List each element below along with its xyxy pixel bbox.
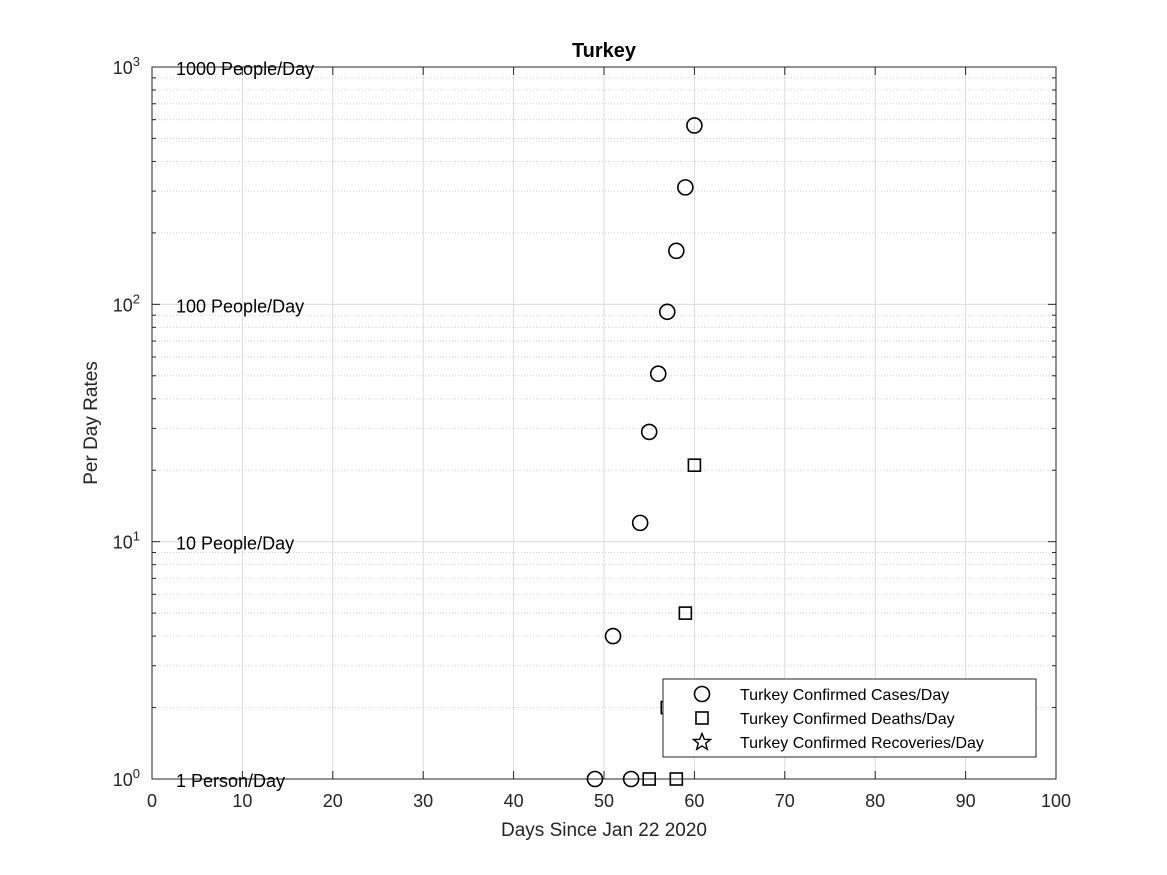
- data-point-cases: [640, 423, 658, 441]
- reference-label: 1000 People/Day: [176, 59, 314, 79]
- data-point-cases: [686, 117, 703, 134]
- legend-box: [662, 678, 1037, 758]
- y-tick-label: 100: [113, 766, 140, 790]
- legend-entry-cases: Turkey Confirmed Cases/Day: [740, 687, 949, 704]
- x-tick-label: 70: [775, 791, 795, 811]
- y-tick-label: 103: [113, 54, 140, 78]
- x-tick-label: 20: [323, 791, 343, 811]
- y-tick-label: 101: [113, 529, 140, 553]
- x-tick-label: 30: [413, 791, 433, 811]
- legend-marker-star-icon: [691, 731, 713, 751]
- legend: Turkey Confirmed Cases/Day Turkey Confir…: [662, 678, 1037, 758]
- x-tick-label: 90: [956, 791, 976, 811]
- x-tick-label: 60: [684, 791, 704, 811]
- data-point-deaths: [642, 772, 657, 786]
- reference-label: 100 People/Day: [176, 296, 304, 316]
- x-tick-label: 10: [232, 791, 252, 811]
- data-point-deaths: [687, 458, 702, 472]
- y-tick-label: 102: [113, 291, 140, 315]
- reference-label: 1 Person/Day: [176, 771, 285, 791]
- x-tick-label: 80: [865, 791, 885, 811]
- reference-label: 10 People/Day: [176, 534, 294, 554]
- x-tick-label: 0: [147, 791, 157, 811]
- x-tick-label: 50: [594, 791, 614, 811]
- data-point-cases: [658, 303, 676, 321]
- data-point-cases: [586, 770, 604, 788]
- data-point-cases: [668, 242, 685, 260]
- x-axis-label: Days Since Jan 22 2020: [501, 820, 707, 841]
- y-axis-label: Per Day Rates: [81, 361, 102, 485]
- data-point-cases: [677, 179, 694, 196]
- chart-title: Turkey: [572, 40, 637, 62]
- x-tick-label: 100: [1041, 791, 1071, 811]
- legend-entry-recoveries: Turkey Confirmed Recoveries/Day: [740, 735, 984, 752]
- data-point-cases: [604, 627, 622, 645]
- legend-marker-circle-icon: [693, 685, 711, 703]
- axis-ticks: 0 10 20 30 40 50 60 70 80 90 100 100 101 102 103: [113, 54, 1071, 811]
- data-point-cases: [649, 365, 667, 383]
- data-point-deaths: [678, 606, 693, 620]
- data-point-deaths: [669, 772, 684, 786]
- data-marks: [586, 117, 703, 788]
- legend-marker-square-icon: [695, 711, 709, 725]
- x-tick-label: 40: [504, 791, 524, 811]
- legend-entry-deaths: Turkey Confirmed Deaths/Day: [740, 711, 955, 728]
- data-point-cases: [631, 514, 649, 532]
- reference-labels: 1000 People/Day 100 People/Day 10 People/D…: [176, 59, 314, 791]
- data-point-cases: [622, 770, 640, 788]
